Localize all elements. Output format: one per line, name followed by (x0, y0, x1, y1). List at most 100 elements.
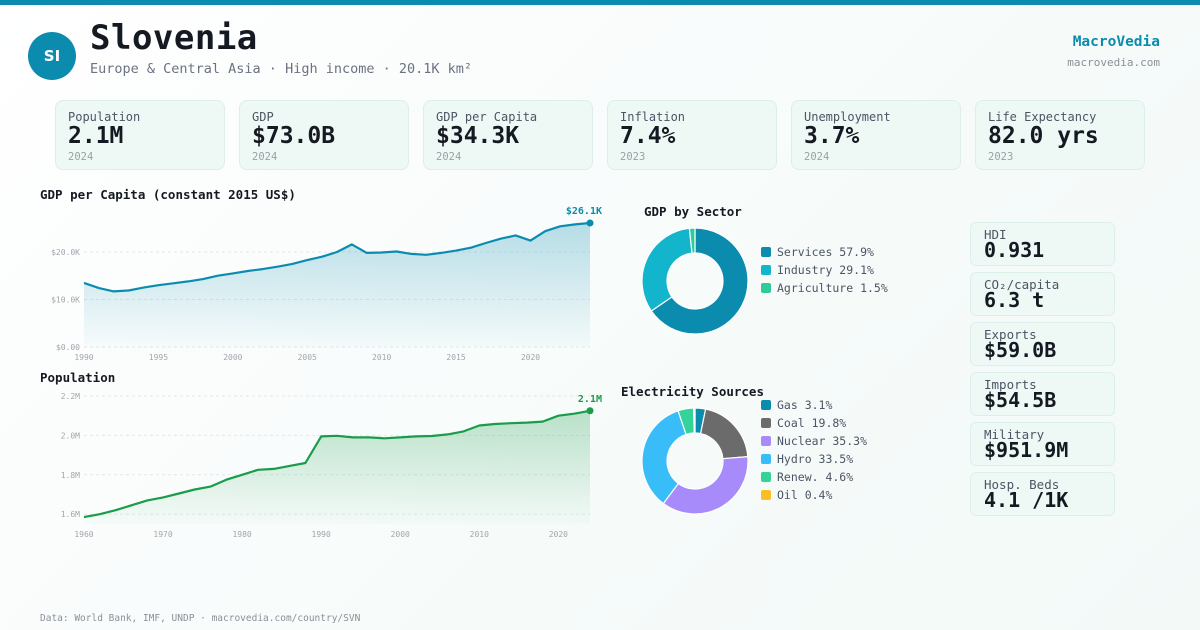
kpi-label: Population (68, 110, 141, 124)
series-area (84, 410, 590, 524)
side-label: Military (984, 427, 1045, 442)
donut-slice (662, 455, 749, 515)
donut-slice (641, 410, 687, 505)
brand-url[interactable]: macrovedia.com (1067, 56, 1160, 69)
x-tick-label: 1970 (153, 530, 172, 539)
legend-swatch (761, 265, 771, 275)
side-label: CO₂/capita (984, 277, 1060, 292)
y-tick-label: $10.0K (51, 295, 80, 304)
x-tick-label: 2020 (521, 353, 540, 362)
legend-label: Industry 29.1% (777, 263, 874, 277)
x-tick-label: 1995 (149, 353, 168, 362)
kpi-year: 2024 (804, 151, 830, 163)
brand-logo[interactable]: MacroVedia (1072, 34, 1160, 50)
kpi-year: 2023 (620, 151, 646, 163)
kpi-label: Life Expectancy (988, 110, 1097, 124)
legend-label: Coal 19.8% (777, 416, 847, 430)
legend-swatch (761, 436, 771, 446)
x-tick-label: 1990 (74, 353, 93, 362)
x-tick-label: 1960 (74, 530, 93, 539)
side-value: $951.9M (984, 438, 1069, 462)
legend-label: Services 57.9% (777, 245, 874, 259)
side-label: HDI (984, 227, 1007, 242)
y-tick-label: 2.0M (61, 431, 80, 440)
series-area (84, 223, 590, 347)
x-tick-label: 2000 (391, 530, 410, 539)
end-point (586, 219, 594, 227)
legend-swatch (761, 472, 771, 482)
legend-swatch (761, 454, 771, 464)
legend-label: Gas 3.1% (777, 398, 833, 412)
legend-label: Renew. 4.6% (777, 470, 854, 484)
electricity-sources-title: Electricity Sources (621, 384, 764, 399)
x-tick-label: 2005 (298, 353, 317, 362)
donut-slice (641, 227, 693, 312)
kpi-value: 3.7% (804, 123, 860, 149)
donut-slice (693, 407, 696, 434)
population-chart: 1.6M 1.8M 2.0M 2.2M 1960 1970 1980 1990 2000 2010… (61, 392, 602, 539)
kpi-card-gdp-per-capita: GDP per Capita $34.3K 2024 (423, 100, 593, 170)
side-card-co2: CO₂/capita 6.3 t (970, 272, 1115, 316)
kpi-label: GDP per Capita (436, 110, 538, 124)
kpi-card-unemployment: Unemployment 3.7% 2024 (791, 100, 961, 170)
x-tick-label: 1990 (312, 530, 331, 539)
donut-slice (699, 408, 749, 460)
gdp-per-capita-chart-title: GDP per Capita (constant 2015 US$) (40, 187, 296, 202)
side-label: Hosp. Beds (984, 477, 1060, 492)
end-value-label: 2.1M (578, 394, 602, 405)
kpi-year: 2024 (68, 151, 94, 163)
legend-swatch (761, 418, 771, 428)
legend-swatch (761, 400, 771, 410)
y-tick-label: 1.6M (61, 510, 80, 519)
y-tick-label: 1.8M (61, 471, 80, 480)
gdp-per-capita-chart: $0.00 $10.0K $20.0K 1990 1995 2000 2005 2010 201… (51, 206, 602, 362)
side-value: 6.3 t (984, 288, 1045, 312)
legend-item: Nuclear 35.3% (761, 434, 867, 448)
legend-item: Gas 3.1% (761, 398, 832, 412)
side-card-military: Military $951.9M (970, 422, 1115, 466)
data-source-footer: Data: World Bank, IMF, UNDP · macrovedia… (40, 613, 361, 624)
side-label: Exports (984, 327, 1037, 342)
legend-item: Hydro 33.5% (761, 452, 853, 466)
legend-label: Agriculture 1.5% (777, 281, 888, 295)
kpi-label: Inflation (620, 110, 686, 124)
side-card-hospital-beds: Hosp. Beds 4.1 /1K (970, 472, 1115, 516)
legend-item: Agriculture 1.5% (761, 281, 888, 295)
donut-slice (688, 227, 696, 254)
page-subtitle: Europe & Central Asia · High income · 20… (90, 61, 473, 77)
legend-swatch (761, 490, 771, 500)
kpi-year: 2024 (252, 151, 278, 163)
side-card-hdi: HDI 0.931 (970, 222, 1115, 266)
legend-label: Hydro 33.5% (777, 452, 854, 466)
series-line (83, 221, 591, 293)
legend-item: Coal 19.8% (761, 416, 846, 430)
x-tick-label: 2015 (446, 353, 465, 362)
gdp-by-sector-donut (641, 227, 749, 335)
kpi-value: 7.4% (620, 123, 676, 149)
page-title: Slovenia (90, 18, 258, 58)
x-tick-label: 2000 (223, 353, 242, 362)
x-tick-label: 2020 (549, 530, 568, 539)
side-label: Imports (984, 377, 1037, 392)
y-tick-label: 2.2M (61, 392, 80, 401)
y-tick-label: $0.00 (56, 343, 80, 352)
x-tick-label: 2010 (372, 353, 391, 362)
side-value: $59.0B (984, 338, 1057, 362)
country-code-avatar: SI (28, 32, 76, 80)
kpi-label: GDP (252, 110, 274, 124)
side-card-imports: Imports $54.5B (970, 372, 1115, 416)
legend-label: Nuclear 35.3% (777, 434, 868, 448)
kpi-value: 82.0 yrs (988, 123, 1099, 149)
kpi-card-inflation: Inflation 7.4% 2023 (607, 100, 777, 170)
legend-item: Industry 29.1% (761, 263, 874, 277)
donut-slice (650, 227, 749, 335)
kpi-value: 2.1M (68, 123, 124, 149)
x-tick-label: 1980 (232, 530, 251, 539)
legend-item: Renew. 4.6% (761, 470, 853, 484)
legend-swatch (761, 247, 771, 257)
series-line (83, 409, 591, 519)
kpi-year: 2023 (988, 151, 1014, 163)
kpi-year: 2024 (436, 151, 462, 163)
end-value-label: $26.1K (566, 206, 602, 217)
kpi-card-population: Population 2.1M 2024 (55, 100, 225, 170)
